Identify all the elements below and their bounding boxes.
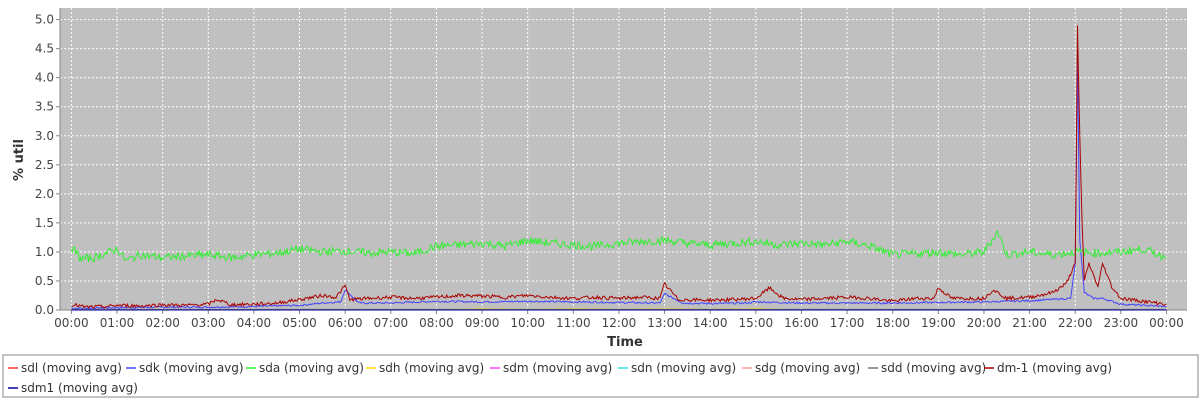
x-tick-label: 00:00 bbox=[1149, 316, 1184, 330]
series-line bbox=[71, 54, 1167, 310]
x-tick-label: 18:00 bbox=[875, 316, 910, 330]
legend-item: dm-1 (moving avg) bbox=[997, 361, 1112, 375]
y-tick-label: 2.0 bbox=[35, 187, 54, 201]
series-line bbox=[70, 230, 1167, 263]
x-tick-label: 23:00 bbox=[1104, 316, 1139, 330]
x-tick-label: 12:00 bbox=[602, 316, 637, 330]
legend-item: sdm (moving avg) bbox=[503, 361, 612, 375]
y-tick-label: 5.0 bbox=[35, 13, 54, 27]
x-tick-label: 13:00 bbox=[647, 316, 682, 330]
series-line bbox=[71, 25, 1167, 310]
x-tick-label: 08:00 bbox=[419, 316, 454, 330]
y-tick-label: 1.5 bbox=[35, 216, 54, 230]
legend-item: sdn (moving avg) bbox=[631, 361, 736, 375]
x-tick-label: 07:00 bbox=[374, 316, 409, 330]
x-tick-label: 09:00 bbox=[465, 316, 500, 330]
legend-item: sdg (moving avg) bbox=[755, 361, 860, 375]
x-tick-label: 00:00 bbox=[54, 316, 89, 330]
x-tick-label: 22:00 bbox=[1058, 316, 1093, 330]
series-group bbox=[70, 25, 1167, 311]
legend-item: sdd (moving avg) bbox=[881, 361, 986, 375]
x-tick-label: 15:00 bbox=[739, 316, 774, 330]
legend-item: sdk (moving avg) bbox=[139, 361, 244, 375]
x-tick-label: 06:00 bbox=[328, 316, 363, 330]
legend-item: sdl (moving avg) bbox=[21, 361, 122, 375]
x-tick-label: 04:00 bbox=[237, 316, 272, 330]
x-tick-label: 17:00 bbox=[830, 316, 865, 330]
y-tick-label: 4.5 bbox=[35, 42, 54, 56]
legend: sdl (moving avg) sdk (moving avg) sda (mov… bbox=[8, 361, 1112, 395]
y-axis-title: % util bbox=[12, 139, 27, 181]
x-tick-label: 11:00 bbox=[556, 316, 591, 330]
x-tick-label: 10:00 bbox=[510, 316, 545, 330]
y-tick-label: 1.0 bbox=[35, 245, 54, 259]
y-tick-label: 0.5 bbox=[35, 274, 54, 288]
y-tick-label: 0.0 bbox=[35, 303, 54, 317]
legend-item: sda (moving avg) bbox=[259, 361, 364, 375]
x-tick-label: 01:00 bbox=[100, 316, 135, 330]
plot-area bbox=[60, 8, 1187, 310]
y-tick-label: 2.5 bbox=[35, 158, 54, 172]
x-tick-label: 02:00 bbox=[145, 316, 180, 330]
x-tick-label: 14:00 bbox=[693, 316, 728, 330]
x-axis-title: Time bbox=[607, 335, 643, 350]
x-tick-label: 21:00 bbox=[1012, 316, 1047, 330]
x-tick-label: 20:00 bbox=[967, 316, 1002, 330]
y-tick-label: 3.0 bbox=[35, 129, 54, 143]
y-tick-label: 3.5 bbox=[35, 100, 54, 114]
x-tick-label: 19:00 bbox=[921, 316, 956, 330]
legend-item: sdh (moving avg) bbox=[379, 361, 484, 375]
x-tick-label: 16:00 bbox=[784, 316, 819, 330]
y-tick-label: 4.0 bbox=[35, 71, 54, 85]
legend-box bbox=[2, 354, 1199, 398]
legend-item: sdm1 (moving avg) bbox=[21, 381, 138, 395]
x-tick-label: 05:00 bbox=[282, 316, 317, 330]
x-tick-label: 03:00 bbox=[191, 316, 226, 330]
